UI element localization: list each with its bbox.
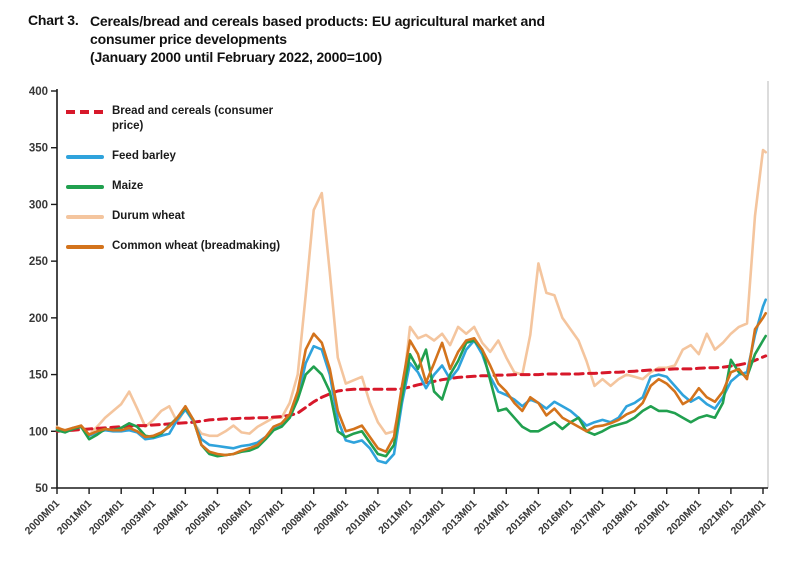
legend-item-bread-and-cereals: Bread and cereals (consumer price): [66, 104, 296, 134]
chart-number-label: Chart 3.: [28, 12, 79, 28]
legend-item-maize: Maize: [66, 179, 296, 194]
chart-header: Chart 3. Cereals/bread and cereals based…: [28, 12, 768, 66]
legend-label: Common wheat (breadmaking): [112, 240, 281, 252]
chart-title-line1: Cereals/bread and cereals based products…: [90, 13, 545, 29]
legend-swatch-common-wheat-icon: [66, 245, 104, 249]
y-tick-label: 50: [35, 483, 48, 495]
y-tick-label: 400: [29, 86, 48, 98]
chart-legend: Bread and cereals (consumer price) Feed …: [66, 104, 296, 269]
legend-label: Bread and cereals (consumer price): [112, 105, 274, 132]
x-tick-label: 2022M01: [729, 498, 769, 538]
legend-swatch-feed-barley-icon: [66, 155, 104, 159]
y-tick-label: 100: [29, 426, 48, 438]
y-tick-label: 150: [29, 370, 48, 382]
legend-swatch-bread-and-cereals-icon: [66, 110, 104, 114]
series-line-feed-barley: [55, 298, 768, 465]
y-tick-label: 200: [29, 313, 48, 325]
chart-title-line3: (January 2000 until February 2022, 2000=…: [90, 49, 382, 65]
series-line-bread-and-cereals-consumer-price: [55, 354, 768, 433]
legend-label: Durum wheat: [112, 210, 185, 222]
x-tick-label: 2010M01: [344, 498, 384, 538]
legend-label: Feed barley: [112, 150, 176, 162]
legend-item-feed-barley: Feed barley: [66, 149, 296, 164]
y-tick-label: 250: [29, 256, 48, 268]
series-line-maize: [55, 334, 768, 458]
legend-item-durum-wheat: Durum wheat: [66, 209, 296, 224]
legend-swatch-maize-icon: [66, 185, 104, 189]
y-tick-label: 350: [29, 143, 48, 155]
legend-swatch-durum-wheat-icon: [66, 215, 104, 219]
legend-item-common-wheat: Common wheat (breadmaking): [66, 239, 296, 254]
series-line-common-wheat-breadmaking: [55, 311, 768, 457]
legend-label: Maize: [112, 180, 144, 192]
y-tick-label: 300: [29, 199, 48, 211]
chart-title: Cereals/bread and cereals based products…: [90, 12, 545, 66]
chart-title-line2: consumer price developments: [90, 31, 287, 47]
